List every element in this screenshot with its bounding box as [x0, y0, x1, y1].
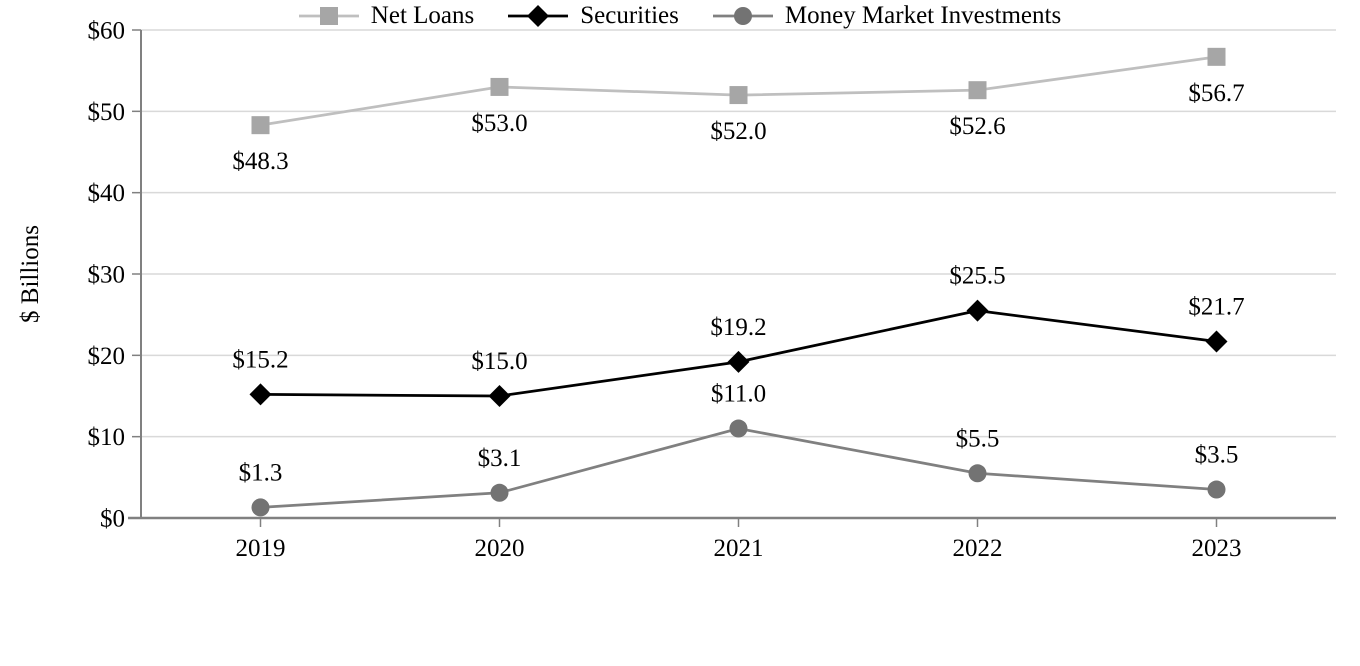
legend-marker-shape	[733, 7, 752, 25]
legend: Net Loans Securities Money Market Investme…	[0, 0, 1360, 32]
data-point-label-money-market-investments: $3.5	[1195, 442, 1239, 469]
y-tick-label: $40	[88, 180, 126, 207]
data-point-marker-securities	[488, 385, 511, 407]
y-axis-title: $ Billions	[17, 225, 44, 323]
legend-label: Securities	[580, 2, 679, 29]
data-point-marker-money-market-investments	[968, 464, 987, 483]
data-point-marker-money-market-investments	[729, 419, 748, 438]
data-point-label-net-loans: $48.3	[232, 148, 288, 175]
legend-item-money-market-investments: Money Market Investments	[712, 2, 1062, 30]
data-point-label-net-loans: $56.7	[1188, 80, 1244, 107]
data-point-marker-money-market-investments	[1207, 480, 1226, 499]
x-tick-label: 2021	[714, 535, 764, 562]
data-point-marker-securities	[966, 299, 989, 322]
data-point-marker-net-loans	[490, 77, 509, 96]
data-point-label-money-market-investments: $3.1	[478, 445, 522, 472]
data-point-label-net-loans: $52.0	[710, 118, 766, 145]
data-point-label-money-market-investments: $11.0	[711, 381, 766, 408]
data-labels-layer: $48.3 $53.0 $52.0 $52.6 $56.7 $15.2 $15.0 $19.2…	[232, 80, 1244, 487]
y-tick-label: $10	[88, 424, 126, 451]
x-tick-label: 2019	[236, 535, 286, 562]
y-tick-label: $0	[100, 506, 125, 533]
y-tick-label: $20	[88, 343, 126, 370]
legend-marker-square-icon	[298, 7, 359, 25]
data-point-label-securities: $21.7	[1188, 294, 1244, 321]
legend-marker-shape	[527, 5, 550, 27]
series-line-money-market-investments	[260, 427, 1217, 509]
data-point-label-securities: $25.5	[949, 263, 1005, 290]
data-point-marker-money-market-investments	[490, 483, 509, 502]
data-point-marker-net-loans	[729, 86, 748, 105]
legend-label: Net Loans	[370, 2, 475, 29]
data-point-marker-securities	[1205, 330, 1228, 353]
data-point-marker-net-loans	[1207, 47, 1226, 66]
legend-marker-circle-icon	[712, 7, 773, 25]
x-tick-label: 2022	[953, 535, 1003, 562]
legend-marker-diamond-icon	[508, 5, 569, 27]
data-point-label-money-market-investments: $5.5	[956, 425, 1000, 452]
data-point-marker-money-market-investments	[251, 498, 270, 517]
data-point-marker-securities	[727, 350, 750, 373]
y-tick-label: $30	[88, 262, 126, 289]
data-point-label-securities: $15.2	[232, 346, 288, 373]
data-point-label-money-market-investments: $1.3	[239, 459, 283, 486]
legend-marker-shape	[319, 7, 338, 25]
data-point-label-securities: $19.2	[710, 314, 766, 341]
data-point-marker-net-loans	[968, 81, 987, 100]
series-layer	[249, 47, 1228, 517]
data-point-label-net-loans: $52.6	[949, 113, 1005, 140]
legend-label: Money Market Investments	[784, 2, 1062, 29]
data-point-marker-net-loans	[251, 116, 270, 135]
legend-item-net-loans: Net Loans	[298, 2, 475, 30]
data-point-label-securities: $15.0	[471, 348, 527, 375]
axes-layer: $0 $10 $20 $30 $40 $50 $60 2019 2020 2021 2022 2023	[88, 18, 1336, 562]
data-point-marker-securities	[249, 383, 272, 406]
y-tick-label: $60	[88, 18, 126, 45]
x-tick-label: 2023	[1192, 535, 1242, 562]
y-tick-label: $50	[88, 99, 126, 126]
data-point-label-net-loans: $53.0	[471, 110, 527, 137]
legend-item-securities: Securities	[508, 2, 679, 30]
x-tick-label: 2020	[475, 535, 525, 562]
